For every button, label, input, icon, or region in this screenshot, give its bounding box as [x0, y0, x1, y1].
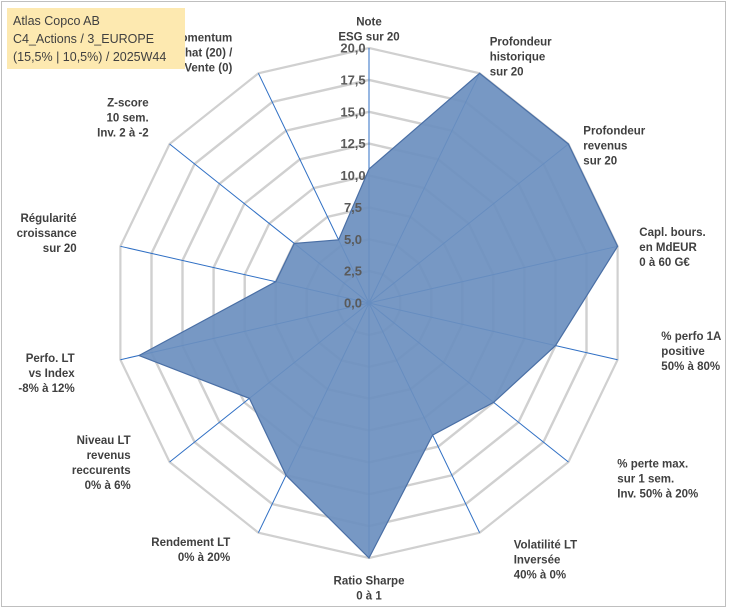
info-box: Atlas Copco AB C4_Actions / 3_EUROPE (15…	[7, 8, 185, 69]
tick-label: 7,5	[344, 200, 362, 215]
axis-label-line: 40% à 0%	[514, 569, 566, 581]
tick-label: 0,0	[344, 296, 362, 311]
axis-label: % perte max. sur 1 sem. Inv. 50% à 20%	[617, 459, 698, 501]
axis-label-line: Momentum	[171, 33, 232, 45]
axis-label-line: Profondeur	[583, 125, 645, 137]
tick-label: 15,0	[340, 104, 365, 119]
axis-label-line: sur 20	[43, 243, 77, 255]
axis-label-line: Ratio Sharpe	[334, 576, 405, 588]
axis-label-line: vs Index	[29, 368, 76, 380]
axis-label-line: Niveau LT	[77, 435, 131, 447]
series-polygon	[137, 72, 619, 560]
axis-label-line: 0 à 1	[356, 591, 382, 603]
axis-label-line: Note	[356, 17, 382, 29]
axis-label-line: sur 1 sem.	[617, 474, 674, 486]
axis-label-line: historique	[490, 52, 546, 64]
category-label: C4_Actions / 3_EUROPE	[13, 32, 155, 46]
axis-label-line: sur 20	[583, 155, 617, 167]
tick-label: 12,5	[340, 136, 365, 151]
axis-label-line: Z-score	[107, 97, 149, 109]
axis-label-line: % perte max.	[617, 459, 688, 471]
axis-label-line: 0% à 20%	[178, 552, 230, 564]
axis-label-line: positive	[661, 346, 704, 358]
axis-label-line: Achat (20) /	[170, 48, 233, 60]
axis-label: Rendement LT 0% à 20%	[151, 537, 230, 564]
axis-label-line: croissance	[17, 228, 77, 240]
axis-label-line: Perfo. LT	[26, 353, 75, 365]
tick-label: 5,0	[344, 232, 362, 247]
axis-label: Niveau LT revenus reccurents 0% à 6%	[72, 435, 131, 492]
axis-label-line: Rendement LT	[151, 537, 230, 549]
axis-label-line: revenus	[87, 450, 131, 462]
axis-label-line: en MdEUR	[639, 242, 697, 254]
axis-labels: Note ESG sur 20 Profondeur historique sur 20…	[17, 17, 722, 603]
axis-label-line: 0 à 60 G€	[639, 257, 690, 269]
axis-label: Ratio Sharpe 0 à 1	[334, 576, 405, 603]
tick-label: 17,5	[340, 72, 365, 87]
axis-label: Note ESG sur 20	[338, 17, 399, 44]
tick-label: 2,5	[344, 264, 362, 279]
axis-label-line: % perfo 1A	[661, 331, 721, 343]
axis-label-line: sur 20	[490, 67, 524, 79]
axis-label: Capl. bours. en MdEUR 0 à 60 G€	[639, 227, 705, 269]
axis-label-line: Capl. bours.	[639, 227, 705, 239]
axis-label: Momentum Achat (20) / Vente (0)	[170, 33, 233, 75]
axis-label: Profondeur revenus sur 20	[583, 125, 645, 167]
axis-label: Perfo. LT vs Index -8% à 12%	[18, 353, 75, 395]
axis-label: Régularité croissance sur 20	[17, 213, 77, 255]
axis-label-line: Vente (0)	[184, 63, 232, 75]
axis-label-line: 50% à 80%	[661, 361, 720, 373]
axis-label-line: -8% à 12%	[18, 383, 74, 395]
tick-label: 20,0	[340, 41, 365, 56]
axis-label-line: Inv. 2 à -2	[97, 127, 149, 139]
axis-label-line: ESG sur 20	[338, 32, 399, 44]
series-area	[137, 72, 619, 560]
axis-label-line: Profondeur	[490, 37, 552, 49]
axis-label-line: Régularité	[20, 213, 76, 225]
company-name: Atlas Copco AB	[13, 14, 100, 28]
tick-label: 10,0	[340, 168, 365, 183]
axis-label-line: Inversée	[514, 554, 561, 566]
axis-label-line: revenus	[583, 140, 627, 152]
axis-label-line: reccurents	[72, 465, 131, 477]
axis-label: Profondeur historique sur 20	[490, 37, 552, 79]
tick-labels: 0,0 2,5 5,0 7,5 10,0 12,5 15,0 17,5 20,0	[340, 41, 365, 311]
axis-label-line: Inv. 50% à 20%	[617, 489, 698, 501]
axis-label-line: 10 sem.	[106, 112, 148, 124]
axis-label-line: 0% à 6%	[85, 480, 131, 492]
axis-label-line: Volatilité LT	[514, 539, 577, 551]
details-label: (15,5% | 10,5%) / 2025W44	[13, 50, 167, 64]
axis-label: % perfo 1A positive 50% à 80%	[661, 331, 721, 373]
axis-label: Z-score 10 sem. Inv. 2 à -2	[97, 97, 149, 139]
axis-label: Volatilité LT Inversée 40% à 0%	[514, 539, 577, 581]
